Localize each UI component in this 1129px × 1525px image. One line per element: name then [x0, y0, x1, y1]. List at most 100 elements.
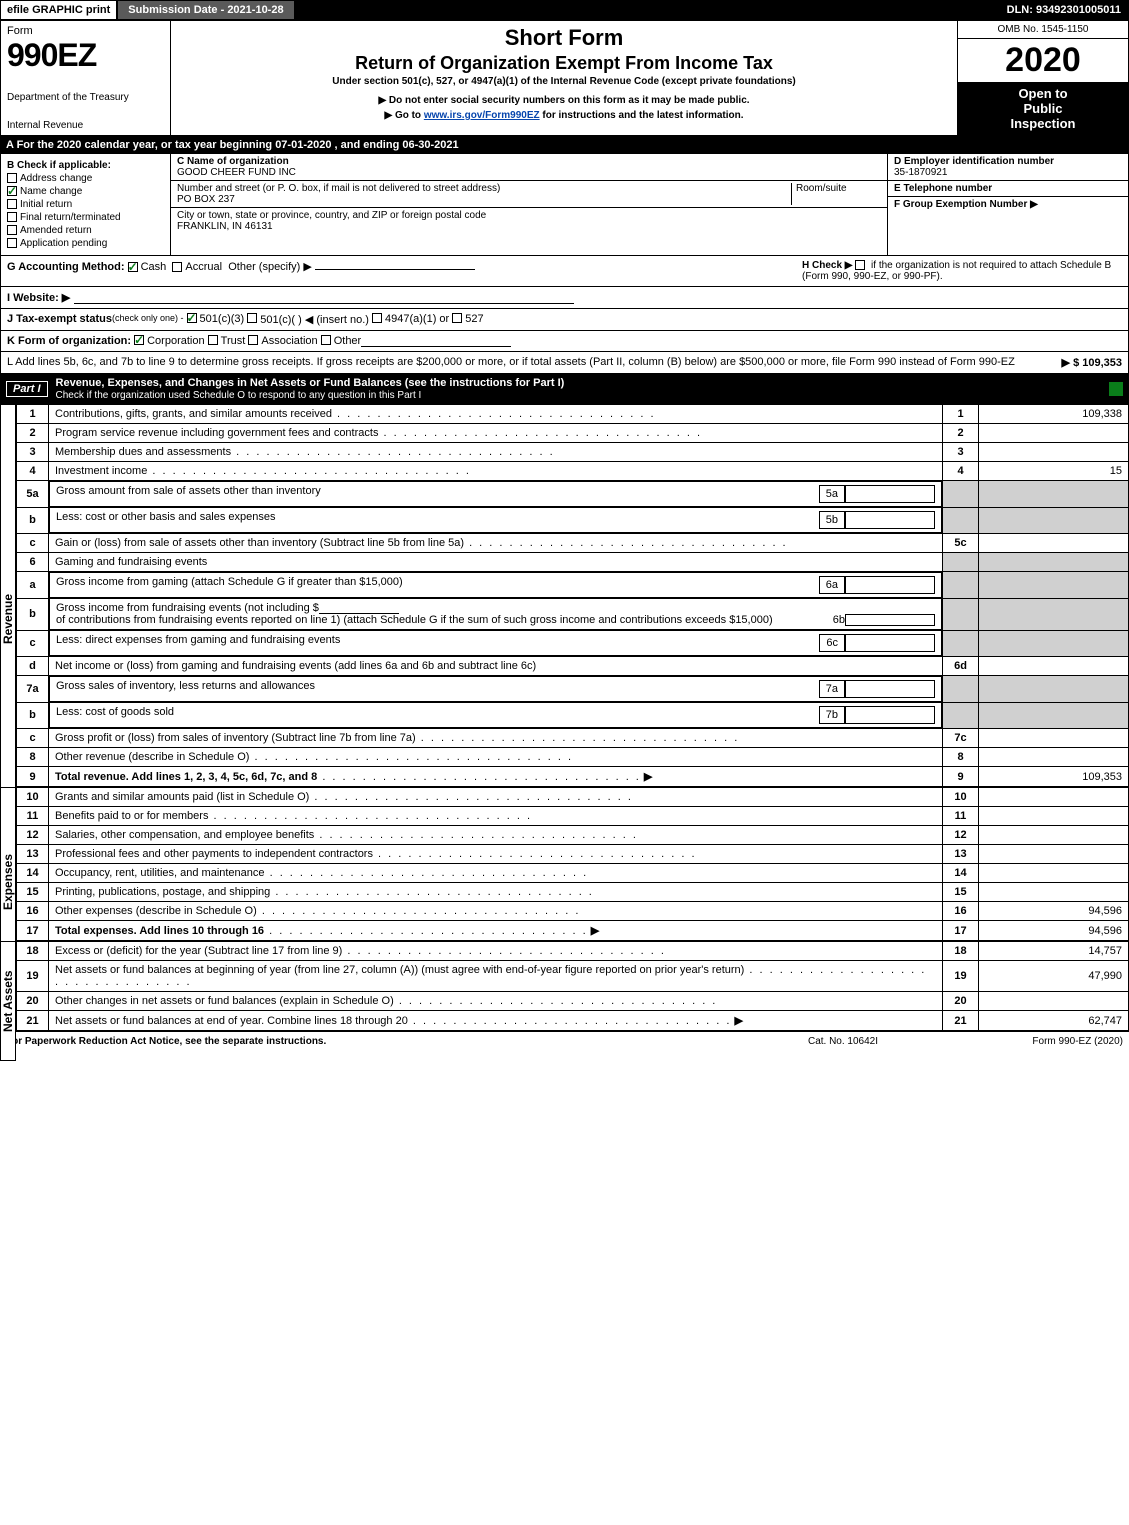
checkbox-name-change[interactable] — [7, 186, 17, 196]
label-address-change: Address change — [20, 173, 92, 184]
checkbox-501c3[interactable] — [187, 313, 197, 323]
label-other: Other (specify) ▶ — [228, 261, 312, 273]
revenue-table: 1Contributions, gifts, grants, and simil… — [16, 404, 1129, 787]
part-1-checkbox[interactable] — [1109, 382, 1123, 396]
form-number: 990EZ — [7, 37, 164, 74]
expenses-table: 10Grants and similar amounts paid (list … — [16, 787, 1129, 941]
net-assets-section: Net Assets 18Excess or (deficit) for the… — [0, 941, 1129, 1031]
l-text: L Add lines 5b, 6c, and 7b to line 9 to … — [7, 356, 1015, 369]
j-sub: (check only one) - — [112, 313, 184, 326]
street-cell: Number and street (or P. O. box, if mail… — [171, 181, 887, 208]
website-input[interactable] — [74, 291, 574, 304]
room-label: Room/suite — [796, 183, 847, 194]
title-short-form: Short Form — [179, 25, 949, 51]
checkbox-amended-return[interactable] — [7, 225, 17, 235]
header-left: Form 990EZ Department of the Treasury In… — [1, 21, 171, 135]
row-3: 3Membership dues and assessments3 — [17, 443, 1129, 462]
street-value: PO BOX 237 — [177, 194, 235, 205]
row-7c: cGross profit or (loss) from sales of in… — [17, 729, 1129, 748]
row-12: 12Salaries, other compensation, and empl… — [17, 826, 1129, 845]
checkbox-cash[interactable] — [128, 262, 138, 272]
row-7a: 7aGross sales of inventory, less returns… — [17, 676, 1129, 703]
row-7b: bLess: cost of goods sold7b — [17, 702, 1129, 729]
org-name-cell: C Name of organization GOOD CHEER FUND I… — [171, 154, 887, 181]
city-value: FRANKLIN, IN 46131 — [177, 221, 273, 232]
form-word: Form — [7, 25, 164, 37]
row-6d: dNet income or (loss) from gaming and fu… — [17, 657, 1129, 676]
label-amended-return: Amended return — [20, 225, 92, 236]
net-assets-tab: Net Assets — [0, 941, 16, 1061]
checkbox-corporation[interactable] — [134, 335, 144, 345]
part-1-badge: Part I — [6, 381, 48, 397]
revenue-section: Revenue 1Contributions, gifts, grants, a… — [0, 404, 1129, 787]
checkbox-527[interactable] — [452, 313, 462, 323]
form-header: Form 990EZ Department of the Treasury In… — [0, 20, 1129, 136]
website-label: I Website: ▶ — [7, 291, 70, 304]
row-15: 15Printing, publications, postage, and s… — [17, 883, 1129, 902]
line-i: I Website: ▶ — [0, 287, 1129, 309]
box-b-title: B Check if applicable: — [7, 160, 164, 171]
checkbox-501c[interactable] — [247, 313, 257, 323]
row-1: 1Contributions, gifts, grants, and simil… — [17, 405, 1129, 424]
label-trust: Trust — [221, 335, 246, 347]
checkbox-address-change[interactable] — [7, 173, 17, 183]
line-j: J Tax-exempt status (check only one) - 5… — [0, 309, 1129, 331]
checkbox-association[interactable] — [248, 335, 258, 345]
note-goto: ▶ Go to www.irs.gov/Form990EZ for instru… — [179, 110, 949, 121]
h-label: H Check ▶ — [802, 260, 852, 271]
row-14: 14Occupancy, rent, utilities, and mainte… — [17, 864, 1129, 883]
page-footer: For Paperwork Reduction Act Notice, see … — [0, 1031, 1129, 1051]
k-label: K Form of organization: — [7, 335, 131, 347]
inspect-3: Inspection — [960, 116, 1126, 131]
title-under-section: Under section 501(c), 527, or 4947(a)(1)… — [179, 76, 949, 87]
line-g-h: G Accounting Method: Cash Accrual Other … — [0, 256, 1129, 287]
part-1-title: Revenue, Expenses, and Changes in Net As… — [56, 377, 1103, 401]
part-1-sub: Check if the organization used Schedule … — [56, 390, 422, 401]
checkbox-accrual[interactable] — [172, 262, 182, 272]
row-6a: aGross income from gaming (attach Schedu… — [17, 572, 1129, 599]
title-return-exempt: Return of Organization Exempt From Incom… — [179, 53, 949, 74]
group-exemption-label: F Group Exemption Number ▶ — [894, 199, 1038, 210]
checkbox-final-return[interactable] — [7, 212, 17, 222]
label-cash: Cash — [141, 261, 167, 273]
checkbox-trust[interactable] — [208, 335, 218, 345]
other-method-input[interactable] — [315, 269, 475, 270]
dept-irs: Internal Revenue — [7, 120, 164, 131]
line-k: K Form of organization: Corporation Trus… — [0, 331, 1129, 352]
label-name-change: Name change — [20, 186, 82, 197]
footer-form-ref: Form 990-EZ (2020) — [943, 1036, 1123, 1047]
row-5a: 5aGross amount from sale of assets other… — [17, 481, 1129, 508]
box-d: D Employer identification number 35-1870… — [888, 154, 1128, 181]
checkbox-initial-return[interactable] — [7, 199, 17, 209]
label-association: Association — [261, 335, 317, 347]
box-def: D Employer identification number 35-1870… — [888, 154, 1128, 255]
label-527: 527 — [465, 313, 483, 326]
submission-date-label: Submission Date - 2021-10-28 — [117, 0, 294, 20]
header-right: OMB No. 1545-1150 2020 Open to Public In… — [958, 21, 1128, 135]
label-other-org: Other — [334, 335, 362, 347]
row-13: 13Professional fees and other payments t… — [17, 845, 1129, 864]
row-6b: bGross income from fundraising events (n… — [17, 598, 1129, 630]
row-19: 19Net assets or fund balances at beginni… — [17, 961, 1129, 992]
top-bar: efile GRAPHIC print Submission Date - 20… — [0, 0, 1129, 20]
row-16: 16Other expenses (describe in Schedule O… — [17, 902, 1129, 921]
part-1-header: Part I Revenue, Expenses, and Changes in… — [0, 374, 1129, 404]
irs-link[interactable]: www.irs.gov/Form990EZ — [424, 110, 540, 121]
footer-paperwork: For Paperwork Reduction Act Notice, see … — [6, 1036, 743, 1047]
other-org-input[interactable] — [361, 335, 511, 347]
row-4: 4Investment income415 — [17, 462, 1129, 481]
inspect-2: Public — [960, 101, 1126, 116]
checkbox-h[interactable] — [855, 260, 865, 270]
checkbox-other-org[interactable] — [321, 335, 331, 345]
checkbox-application-pending[interactable] — [7, 238, 17, 248]
box-c: C Name of organization GOOD CHEER FUND I… — [171, 154, 888, 255]
phone-label: E Telephone number — [894, 183, 992, 194]
row-10: 10Grants and similar amounts paid (list … — [17, 788, 1129, 807]
checkbox-4947[interactable] — [372, 313, 382, 323]
dln-label: DLN: 93492301005011 — [999, 1, 1129, 19]
row-9: 9Total revenue. Add lines 1, 2, 3, 4, 5c… — [17, 767, 1129, 787]
l-value: ▶ $ 109,353 — [1062, 356, 1122, 369]
goto-suffix: for instructions and the latest informat… — [542, 110, 743, 121]
label-501c: 501(c)( ) ◀ (insert no.) — [260, 313, 369, 326]
box-e: E Telephone number — [888, 181, 1128, 197]
